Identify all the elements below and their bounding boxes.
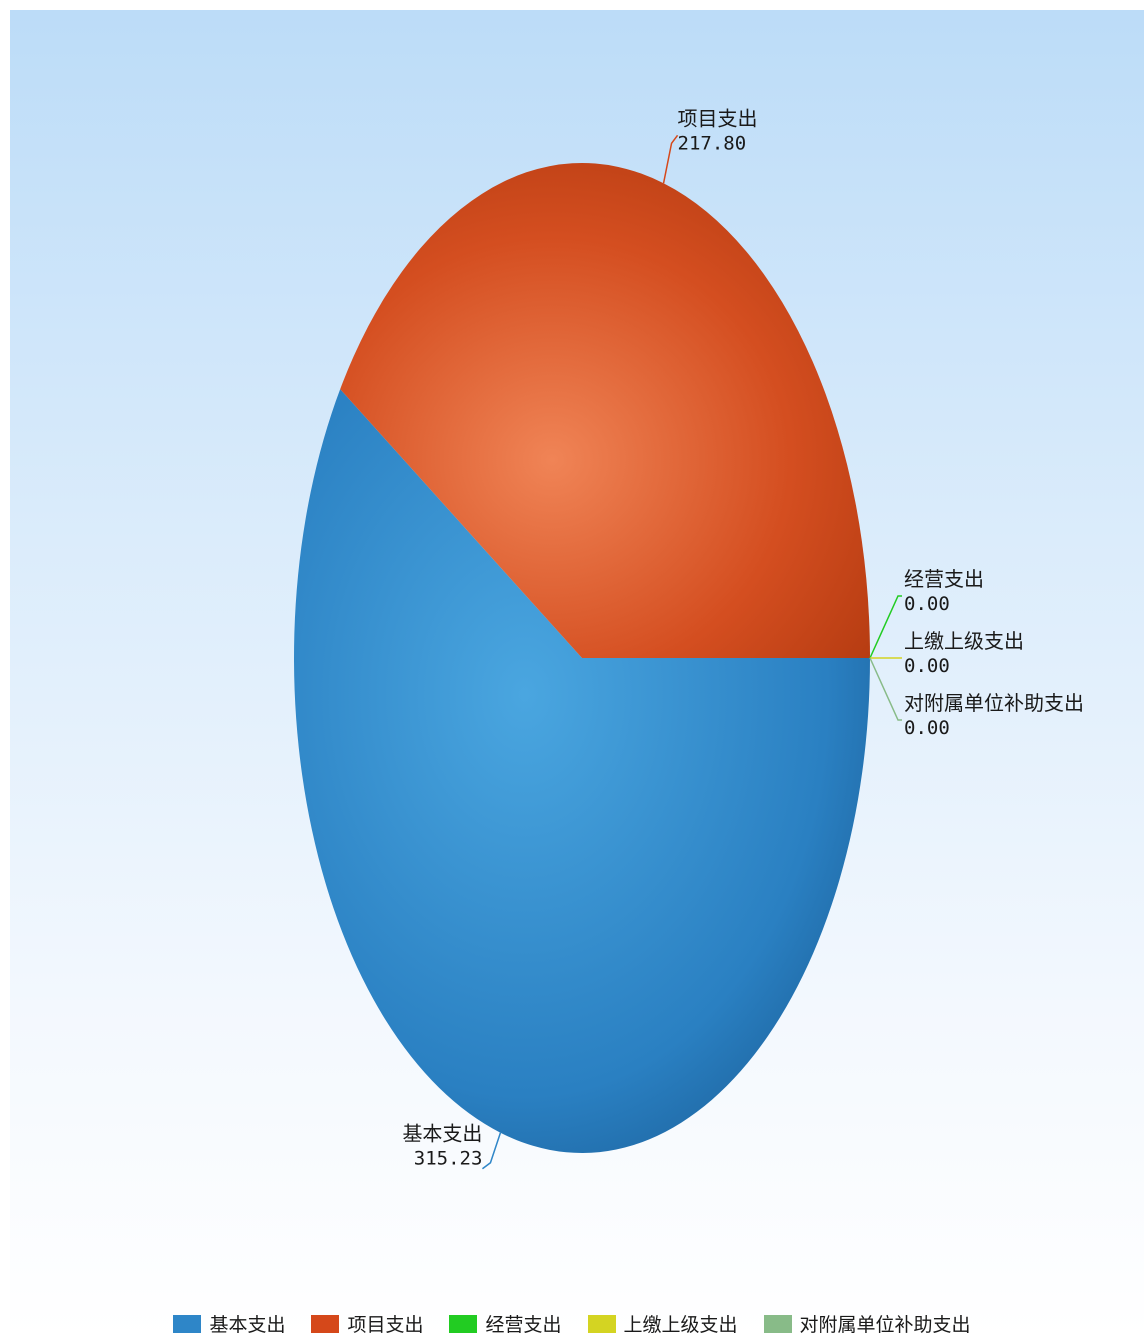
slice-labels: 基本支出315.23项目支出217.80经营支出0.00上缴上级支出0.00对附… <box>402 106 1084 1169</box>
legend-item-2[interactable]: 经营支出 <box>449 1310 562 1337</box>
legend-item-4[interactable]: 对附属单位补助支出 <box>763 1310 971 1337</box>
legend-item-0[interactable]: 基本支出 <box>173 1310 285 1337</box>
leader-line-4 <box>869 657 902 721</box>
slice-value-1: 217.80 <box>678 132 747 154</box>
legend-label-0: 基本支出 <box>209 1314 286 1336</box>
slice-value-0: 315.23 <box>414 1148 483 1170</box>
legend-swatch-3 <box>587 1314 616 1333</box>
slice-value-3: 0.00 <box>904 655 950 677</box>
slice-label-1: 项目支出 <box>678 106 758 130</box>
legend-item-3[interactable]: 上缴上级支出 <box>587 1310 738 1337</box>
slice-value-2: 0.00 <box>904 593 950 615</box>
leader-line-0 <box>481 1132 502 1170</box>
legend-swatch-0 <box>173 1314 202 1333</box>
slice-value-4: 0.00 <box>904 717 950 739</box>
legend-swatch-1 <box>311 1314 340 1333</box>
pie-slice-0[interactable] <box>293 389 870 1154</box>
pie-slices <box>293 163 871 1154</box>
legend-label-4: 对附属单位补助支出 <box>799 1314 971 1336</box>
pie-slice-1[interactable] <box>340 163 871 659</box>
slice-label-2: 经营支出 <box>904 567 984 591</box>
legend-swatch-4 <box>763 1314 792 1333</box>
slice-label-0: 基本支出 <box>402 1122 482 1146</box>
legend-item-1[interactable]: 项目支出 <box>311 1310 423 1337</box>
legend-label-1: 项目支出 <box>347 1314 424 1336</box>
leader-line-1 <box>662 134 679 184</box>
legend: 基本支出 项目支出 经营支出 上缴上级支出 对附属单位补助支出 <box>0 1310 1144 1337</box>
pie-chart: 基本支出315.23项目支出217.80经营支出0.00上缴上级支出0.00对附… <box>293 106 1084 1170</box>
slice-label-4: 对附属单位补助支出 <box>904 691 1084 715</box>
legend-swatch-2 <box>449 1314 478 1333</box>
leader-line-2 <box>869 595 902 659</box>
slice-label-3: 上缴上级支出 <box>904 629 1024 653</box>
legend-label-2: 经营支出 <box>485 1314 562 1336</box>
legend-label-3: 上缴上级支出 <box>623 1314 738 1336</box>
